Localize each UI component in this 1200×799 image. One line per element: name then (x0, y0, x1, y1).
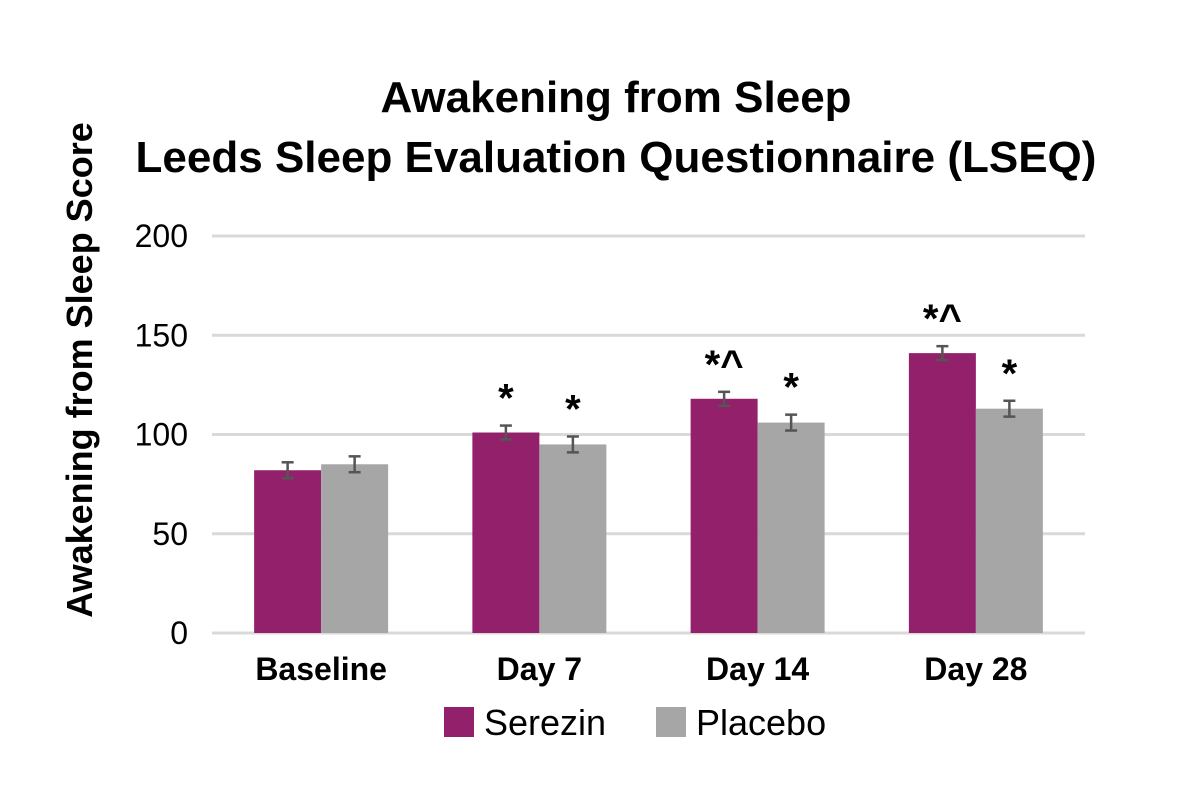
y-tick-label: 50 (152, 516, 188, 552)
y-tick-label: 150 (135, 317, 188, 353)
bar-placebo (321, 464, 389, 633)
error-bar (281, 461, 294, 480)
bars: * * *^ * *^ * (254, 297, 1043, 633)
legend-label: Placebo (696, 702, 826, 743)
y-tick-label: 200 (135, 218, 188, 254)
y-axis-label: Awakening from Sleep Score (59, 122, 100, 618)
significance-marker: * (1002, 352, 1018, 396)
legend-swatch-placebo (656, 707, 686, 737)
significance-marker: * (498, 377, 514, 421)
significance-marker: *^ (705, 343, 744, 387)
y-ticks: 0 50 100 150 200 (135, 218, 188, 651)
error-bar (1003, 399, 1016, 418)
error-bar (348, 455, 361, 474)
error-bar (499, 424, 512, 441)
significance-marker: * (565, 387, 581, 431)
chart-subtitle: Leeds Sleep Evaluation Questionnaire (LS… (136, 133, 1097, 182)
error-bar (785, 413, 798, 432)
chart-title: Awakening from Sleep (380, 73, 851, 122)
x-tick-label: Day 7 (497, 651, 582, 687)
bar-serezin (254, 470, 322, 633)
error-bar (566, 435, 579, 454)
significance-marker: * (783, 366, 799, 410)
legend-label: Serezin (484, 702, 606, 743)
bar-placebo (757, 422, 825, 633)
y-tick-label: 0 (170, 615, 188, 651)
x-tick-label: Day 28 (924, 651, 1027, 687)
bar-serezin (908, 353, 976, 633)
significance-marker: *^ (923, 297, 962, 341)
bar-serezin (690, 398, 758, 633)
legend-swatch-serezin (444, 707, 474, 737)
x-tick-label: Day 14 (706, 651, 809, 687)
error-bar (936, 344, 949, 362)
error-bar (718, 390, 731, 407)
y-tick-label: 100 (135, 417, 188, 453)
bar-placebo (539, 444, 607, 633)
bar-serezin (472, 432, 540, 633)
x-ticks: Baseline Day 7 Day 14 Day 28 (255, 651, 1027, 687)
bar-placebo (975, 408, 1043, 633)
legend: Serezin Placebo (444, 702, 826, 743)
x-tick-label: Baseline (255, 651, 387, 687)
